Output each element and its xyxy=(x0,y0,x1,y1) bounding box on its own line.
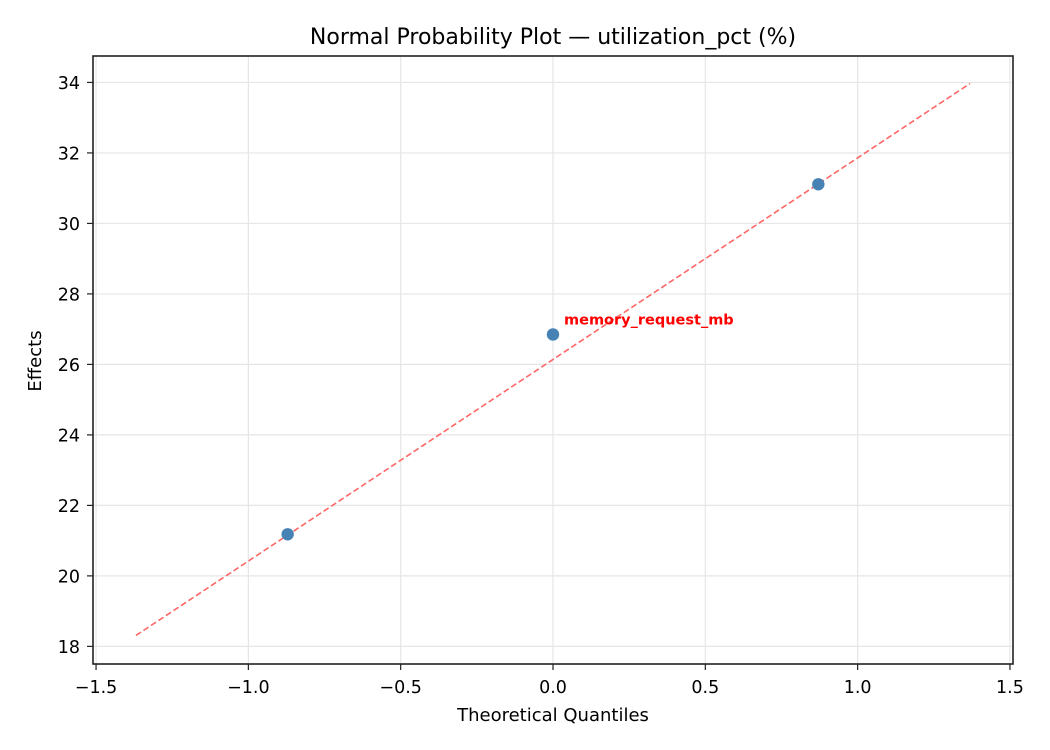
x-tick-label: −0.5 xyxy=(379,678,422,698)
y-tick-label: 28 xyxy=(58,285,80,305)
y-tick-label: 30 xyxy=(58,215,80,235)
data-point xyxy=(281,528,294,541)
data-points xyxy=(281,178,825,541)
x-tick-label: 0.0 xyxy=(539,678,567,698)
y-tick-label: 24 xyxy=(58,426,80,446)
y-tick-label: 18 xyxy=(58,638,80,658)
y-axis-ticks: 18 20 22 24 26 28 30 32 34 xyxy=(58,74,93,658)
x-axis-ticks: −1.5 −1.0 −0.5 0.0 0.5 1.0 1.5 xyxy=(75,664,1024,698)
x-axis-label: Theoretical Quantiles xyxy=(456,705,649,726)
data-point xyxy=(812,178,825,191)
y-tick-label: 20 xyxy=(58,567,80,587)
x-tick-label: 0.5 xyxy=(691,678,719,698)
y-tick-label: 32 xyxy=(58,144,80,164)
point-annotation: memory_request_mb xyxy=(564,312,734,328)
chart-title: Normal Probability Plot — utilization_pc… xyxy=(310,25,796,50)
data-point xyxy=(546,328,560,341)
reference-line-path xyxy=(135,82,971,637)
y-tick-label: 22 xyxy=(58,497,80,517)
x-tick-label: 1.5 xyxy=(996,678,1024,698)
y-tick-label: 26 xyxy=(58,356,80,376)
x-tick-label: −1.0 xyxy=(227,678,270,698)
x-tick-label: 1.0 xyxy=(844,678,872,698)
x-tick-label: −1.5 xyxy=(75,678,118,698)
reference-line xyxy=(135,82,971,637)
annotations: memory_request_mb xyxy=(564,312,734,328)
y-tick-label: 34 xyxy=(58,74,80,94)
y-axis-label: Effects xyxy=(25,330,46,391)
